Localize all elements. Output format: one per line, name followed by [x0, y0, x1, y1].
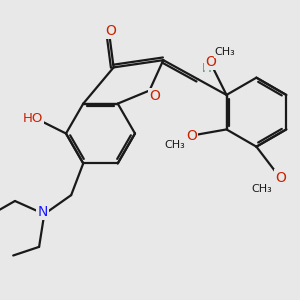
Text: H: H [202, 62, 212, 75]
Text: O: O [275, 170, 286, 184]
Text: O: O [106, 24, 116, 38]
Text: N: N [38, 205, 48, 219]
Text: O: O [149, 89, 160, 103]
Text: CH₃: CH₃ [164, 140, 185, 150]
Text: CH₃: CH₃ [215, 47, 236, 57]
Text: CH₃: CH₃ [251, 184, 272, 194]
Text: O: O [205, 55, 216, 69]
Text: HO: HO [23, 112, 43, 125]
Text: O: O [186, 129, 197, 143]
